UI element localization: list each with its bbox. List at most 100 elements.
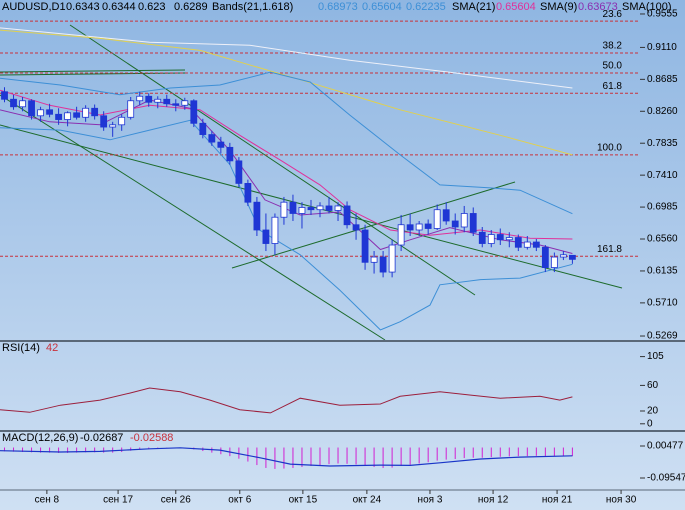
candle-body: [550, 256, 558, 268]
sma21-label: SMA(21): [452, 1, 495, 13]
candle-body: [343, 205, 351, 226]
bands-upper-value: 0.68973: [318, 1, 358, 13]
trendline: [69, 24, 476, 296]
candle-body: [127, 100, 135, 118]
candle-body: [154, 98, 162, 103]
candle-body: [235, 160, 243, 184]
candle-body: [244, 183, 252, 203]
trendlines: [0, 24, 623, 341]
trendline: [0, 94, 386, 341]
symbol-title: AUDUSD,D1: [2, 1, 66, 13]
candle-body: [298, 207, 306, 214]
candle-body: [406, 224, 414, 231]
y-tick-label: 0.8685: [647, 74, 678, 85]
candle-body: [262, 229, 270, 244]
x-tick-label: окт 15: [289, 495, 318, 506]
y-tick-label: 0: [647, 418, 653, 429]
candle-body: [388, 244, 396, 273]
sma100-label: SMA(100): [622, 1, 672, 13]
rsi-value: 42: [46, 342, 58, 354]
candle-body: [478, 231, 486, 244]
candle-body: [496, 234, 504, 241]
sma9-label: SMA(9): [540, 1, 577, 13]
macd-signal: [0, 447, 573, 467]
candle-body: [307, 207, 315, 211]
candle-body: [217, 141, 225, 148]
candle-body: [73, 112, 81, 118]
candle-body: [433, 209, 441, 229]
sma9-value: 0.63673: [578, 1, 618, 13]
fib-label: 161.8: [597, 244, 622, 255]
candle-body: [424, 223, 432, 229]
candle-body: [379, 256, 387, 273]
candle-body: [460, 213, 468, 228]
fib-label: 50.0: [603, 61, 623, 72]
x-tick-label: окт 24: [353, 495, 382, 506]
y-tick-label: -0.09547: [647, 473, 685, 484]
candle-body: [28, 100, 35, 117]
candle-body: [82, 107, 90, 118]
fib-label: 61.8: [603, 81, 623, 92]
candle-body: [19, 100, 26, 108]
x-tick-label: сен 17: [103, 495, 133, 506]
fib-label: 38.2: [603, 41, 623, 52]
candle-body: [64, 112, 72, 120]
y-tick-label: 0.6135: [647, 266, 678, 277]
y-tick-label: 0.9555: [647, 9, 678, 20]
candle-body: [487, 234, 495, 244]
y-tick-label: 0.5269: [647, 331, 678, 342]
x-tick-label: ноя 30: [606, 495, 637, 506]
x-tick-label: сен 8: [35, 495, 60, 506]
header-close: 0.6289: [174, 1, 208, 13]
candle-body: [172, 103, 180, 106]
candle-body: [145, 95, 153, 103]
y-tick-label: 20: [647, 406, 659, 417]
candle-body: [271, 216, 279, 244]
candle-body: [199, 122, 207, 135]
candle-body: [505, 237, 513, 241]
sma21-value: 0.65604: [496, 1, 536, 13]
macd-value: -0.02687: [80, 432, 123, 444]
candle-body: [109, 124, 117, 128]
candle-body: [334, 205, 342, 211]
x-tick-label: сен 26: [161, 495, 191, 506]
y-tick-label: 105: [647, 351, 664, 362]
candle-body: [568, 254, 576, 260]
trendline: [0, 72, 186, 76]
bollinger-band: [0, 71, 573, 215]
candle-body: [118, 116, 126, 126]
macd-title: MACD(12,26,9): [2, 432, 78, 444]
candle-body: [451, 220, 459, 228]
bands-lower-value: 0.62235: [406, 1, 446, 13]
candle-body: [100, 115, 108, 128]
candle-body: [226, 146, 234, 162]
y-tick-label: 0.8260: [647, 106, 678, 117]
candle-body: [253, 201, 261, 231]
x-tick-label: ноя 21: [542, 495, 573, 506]
candle-body: [190, 100, 198, 124]
trendline: [0, 69, 186, 73]
moving-average: [0, 27, 573, 89]
x-tick-label: ноя 3: [418, 495, 443, 506]
candle-body: [541, 246, 549, 268]
candle-body: [514, 237, 522, 248]
candle-body: [325, 205, 333, 211]
candle-body: [370, 256, 378, 263]
y-tick-label: 0.7835: [647, 138, 678, 149]
candle-body: [1, 91, 8, 100]
y-tick-label: 0.7410: [647, 170, 678, 181]
candle-body: [136, 95, 144, 102]
y-tick-label: 0.6985: [647, 202, 678, 213]
y-tick-label: 0.9110: [647, 42, 677, 53]
candle-body: [532, 241, 540, 248]
candle-body: [289, 201, 297, 214]
y-tick-label: 0.5710: [647, 298, 678, 309]
x-tick-label: ноя 12: [478, 495, 509, 506]
y-tick-label: 0.00477: [647, 441, 684, 452]
candle-body: [46, 109, 53, 115]
bollinger-band: [0, 119, 573, 331]
candle-body: [361, 229, 369, 263]
candle-body: [55, 113, 62, 120]
candle-body: [37, 109, 44, 117]
